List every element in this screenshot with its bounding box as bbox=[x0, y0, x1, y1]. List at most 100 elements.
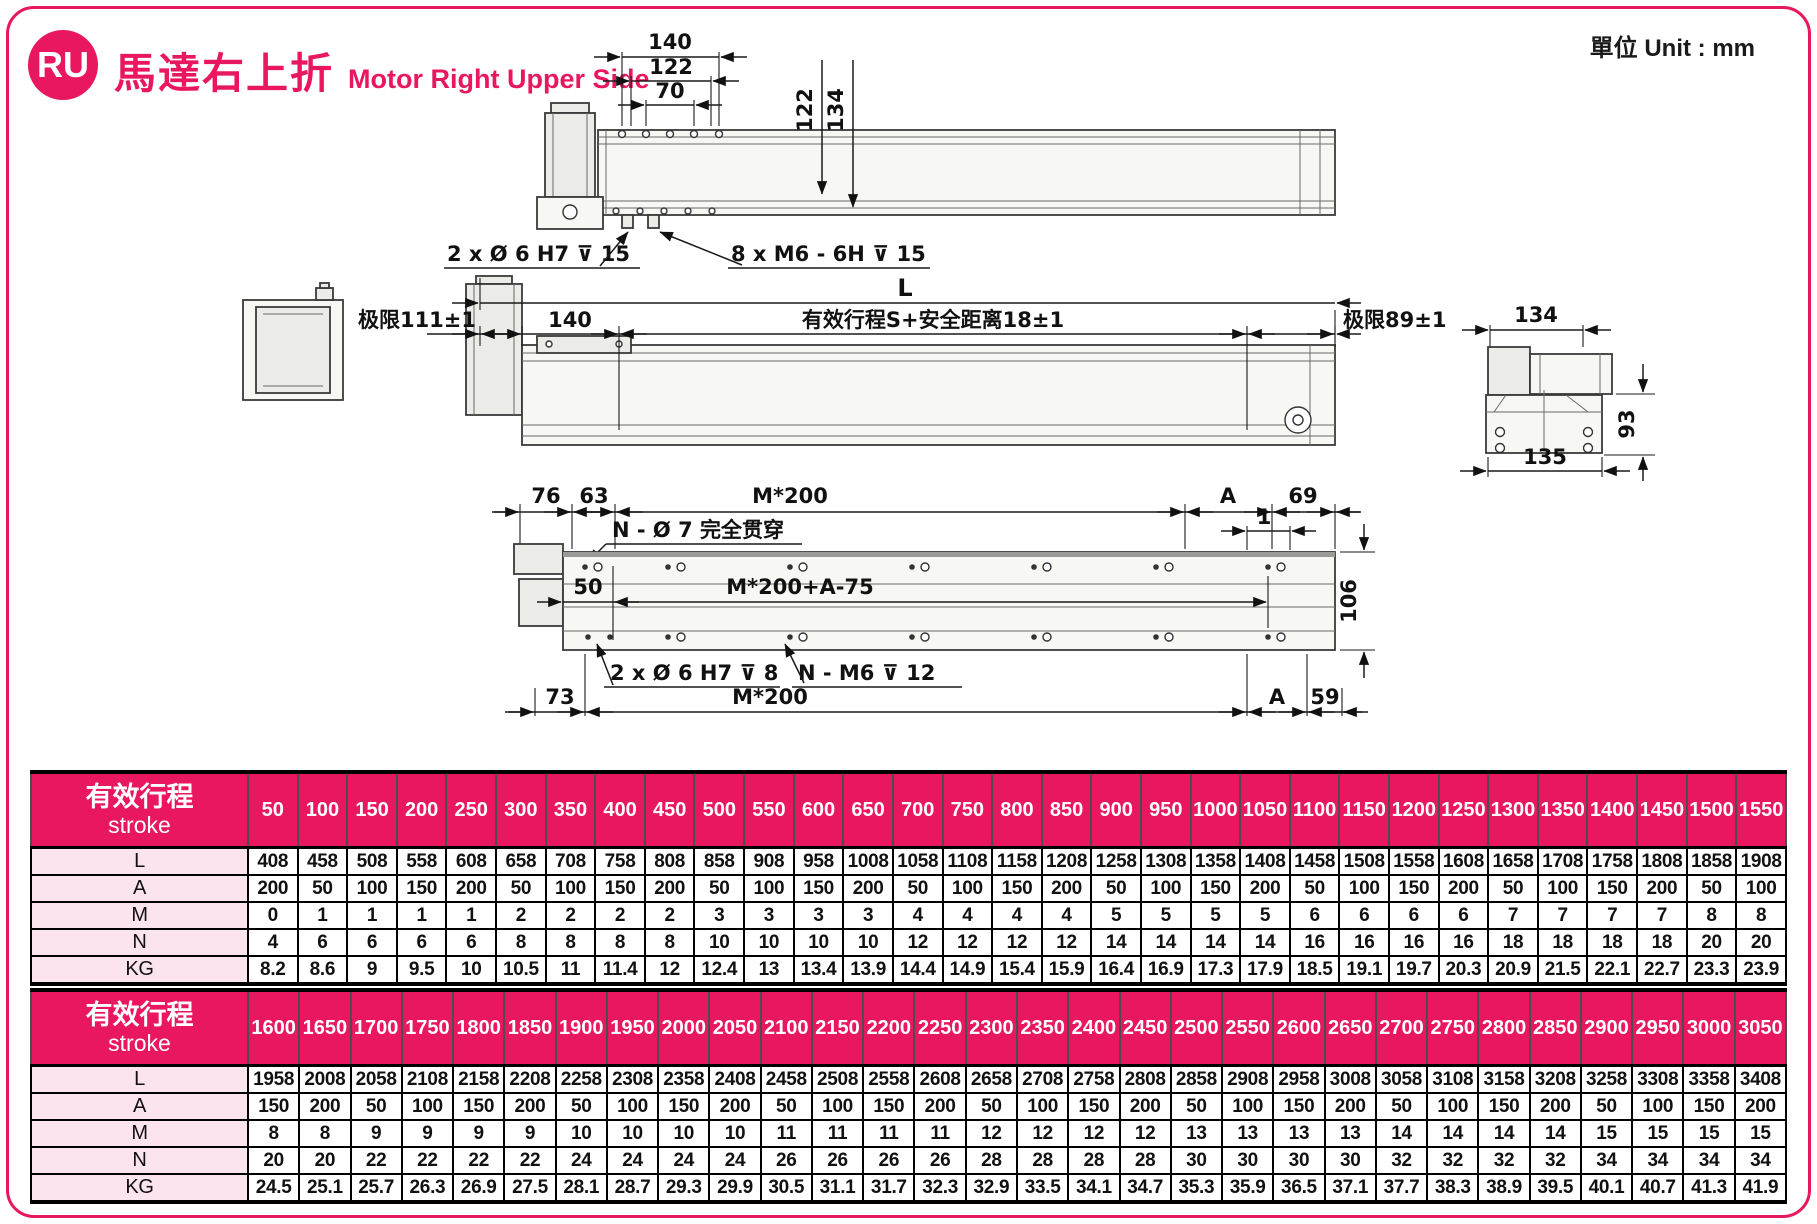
value-cell: 10.5 bbox=[495, 955, 547, 986]
value-cell: 34.7 bbox=[1118, 1173, 1172, 1204]
stroke-column-header: 1150 bbox=[1338, 770, 1391, 849]
value-cell: 3 bbox=[792, 901, 845, 930]
top-view: 140 122 70 122 134 2 x Ø 6 H7 ⊽ 15 8 x bbox=[444, 30, 1336, 269]
stroke-column-header: 3000 bbox=[1682, 988, 1736, 1067]
value-cell: 2458 bbox=[759, 1064, 813, 1094]
stroke-column-header: 350 bbox=[544, 770, 597, 849]
bottom-view: 76 63 M*200 A 69 1 N - Ø 7 完全贯穿 bbox=[492, 484, 1375, 718]
value-cell: 8 bbox=[246, 1119, 301, 1148]
value-cell: 3358 bbox=[1682, 1064, 1736, 1094]
stroke-column-header: 1200 bbox=[1388, 770, 1440, 849]
value-cell: 29.9 bbox=[708, 1173, 762, 1204]
value-cell: 100 bbox=[1631, 1092, 1685, 1121]
value-cell: 13 bbox=[1323, 1119, 1377, 1148]
value-cell: 100 bbox=[1139, 874, 1192, 903]
value-cell: 31.1 bbox=[810, 1173, 865, 1204]
value-cell: 10 bbox=[693, 928, 746, 957]
value-cell: 14 bbox=[1139, 928, 1192, 957]
value-cell: 508 bbox=[346, 846, 398, 876]
value-cell: 3408 bbox=[1733, 1064, 1788, 1094]
value-cell: 24 bbox=[708, 1146, 762, 1175]
stroke-column-header: 3050 bbox=[1733, 988, 1788, 1067]
value-cell: 2108 bbox=[400, 1064, 455, 1094]
value-cell: 24 bbox=[605, 1146, 660, 1175]
value-cell: 2508 bbox=[810, 1064, 865, 1094]
value-cell: 3058 bbox=[1374, 1064, 1429, 1094]
value-cell: 24 bbox=[657, 1146, 711, 1175]
value-cell: 558 bbox=[395, 846, 448, 876]
value-cell: 200 bbox=[1733, 1092, 1788, 1121]
value-cell: 9 bbox=[349, 1119, 403, 1148]
value-cell: 26 bbox=[862, 1146, 916, 1175]
value-cell: 100 bbox=[810, 1092, 865, 1121]
value-cell: 50 bbox=[1374, 1092, 1429, 1121]
value-cell: 2308 bbox=[605, 1064, 660, 1094]
value-cell: 18 bbox=[1636, 928, 1688, 957]
table-row: KG 8.2 8.6 9 9.5 10 10.5 11 11.4 12 12.4 13 13.4 13.9… bbox=[30, 955, 1787, 986]
value-cell: 200 bbox=[1323, 1092, 1377, 1121]
value-cell: 7 bbox=[1536, 901, 1589, 930]
table-row: L 1958 2008 2058 2108 2158 2208 2258 2308 2358 240… bbox=[30, 1064, 1788, 1094]
motor-cap bbox=[550, 102, 590, 114]
value-cell: 150 bbox=[862, 1092, 916, 1121]
value-cell: 10 bbox=[657, 1119, 711, 1148]
value-cell: 8.2 bbox=[247, 955, 299, 986]
value-cell: 150 bbox=[1189, 874, 1242, 903]
dim-label-73: 73 bbox=[545, 685, 574, 709]
value-cell: 25.1 bbox=[298, 1173, 352, 1204]
value-cell: 12 bbox=[891, 928, 944, 957]
value-cell: 1 bbox=[445, 901, 498, 930]
value-cell: 2008 bbox=[298, 1064, 352, 1094]
stroke-column-header: 2800 bbox=[1477, 988, 1531, 1067]
value-cell: 200 bbox=[1040, 874, 1093, 903]
value-cell: 41.9 bbox=[1733, 1173, 1788, 1204]
value-cell: 1958 bbox=[246, 1064, 301, 1094]
value-cell: 34 bbox=[1733, 1146, 1788, 1175]
value-cell: 608 bbox=[445, 846, 498, 876]
value-cell: 100 bbox=[743, 874, 795, 903]
value-cell: 100 bbox=[1338, 874, 1391, 903]
value-cell: 1208 bbox=[1040, 846, 1093, 876]
value-cell: 3 bbox=[842, 901, 894, 930]
table-row: M 8 8 9 9 9 9 10 10 10 10 11 11 11 11 12 12 12 12 13 13 13 13 1… bbox=[30, 1119, 1788, 1148]
value-cell: 41.3 bbox=[1682, 1173, 1736, 1204]
value-cell: 2 bbox=[544, 901, 597, 930]
value-cell: 50 bbox=[1579, 1092, 1634, 1121]
value-cell: 1858 bbox=[1685, 846, 1738, 876]
value-cell: 1 bbox=[395, 901, 448, 930]
value-cell: 14 bbox=[1426, 1119, 1480, 1148]
value-cell: 6 bbox=[1437, 901, 1490, 930]
stroke-column-header: 550 bbox=[743, 770, 795, 849]
dim-label-limit-left: 极限111±1 bbox=[358, 308, 476, 332]
value-cell: 20 bbox=[246, 1146, 301, 1175]
stroke-column-header: 1450 bbox=[1636, 770, 1688, 849]
stroke-column-header: 1250 bbox=[1437, 770, 1490, 849]
value-cell: 1 bbox=[346, 901, 398, 930]
value-cell: 28.1 bbox=[554, 1173, 608, 1204]
value-cell: 16 bbox=[1288, 928, 1341, 957]
stroke-table-1-grid: 有效行程 stroke 50 100 150 200 250 300 350 400 450 500 5… bbox=[30, 770, 1787, 986]
value-cell: 1508 bbox=[1338, 846, 1391, 876]
value-cell: 26 bbox=[810, 1146, 865, 1175]
value-cell: 50 bbox=[495, 874, 547, 903]
value-cell: 408 bbox=[247, 846, 299, 876]
dim-label-76: 76 bbox=[531, 484, 560, 508]
value-cell: 3 bbox=[743, 901, 795, 930]
table-row: N 4 6 6 6 6 8 8 8 8 10 10 10 10 12 12 12 12 14 14 14 14 16 16 16… bbox=[30, 928, 1787, 957]
mounting-holes-row2 bbox=[585, 632, 1286, 642]
page-title: 馬達右上折 Motor Right Upper Side bbox=[114, 40, 650, 101]
value-cell: 9 bbox=[346, 955, 398, 986]
stroke-column-header: 250 bbox=[445, 770, 498, 849]
value-cell: 4 bbox=[1040, 901, 1093, 930]
value-cell: 17.9 bbox=[1239, 955, 1291, 986]
dim-label-L: L bbox=[897, 274, 912, 302]
value-cell: 100 bbox=[1735, 874, 1787, 903]
stroke-column-header: 2300 bbox=[964, 988, 1018, 1067]
value-cell: 2358 bbox=[657, 1064, 711, 1094]
value-cell: 12 bbox=[964, 1119, 1018, 1148]
row-label: L bbox=[30, 1064, 249, 1094]
note-tapped-holes-top: 8 x M6 - 6H ⊽ 15 bbox=[731, 242, 926, 266]
value-cell: 14 bbox=[1374, 1119, 1429, 1148]
value-cell: 26.9 bbox=[452, 1173, 506, 1204]
